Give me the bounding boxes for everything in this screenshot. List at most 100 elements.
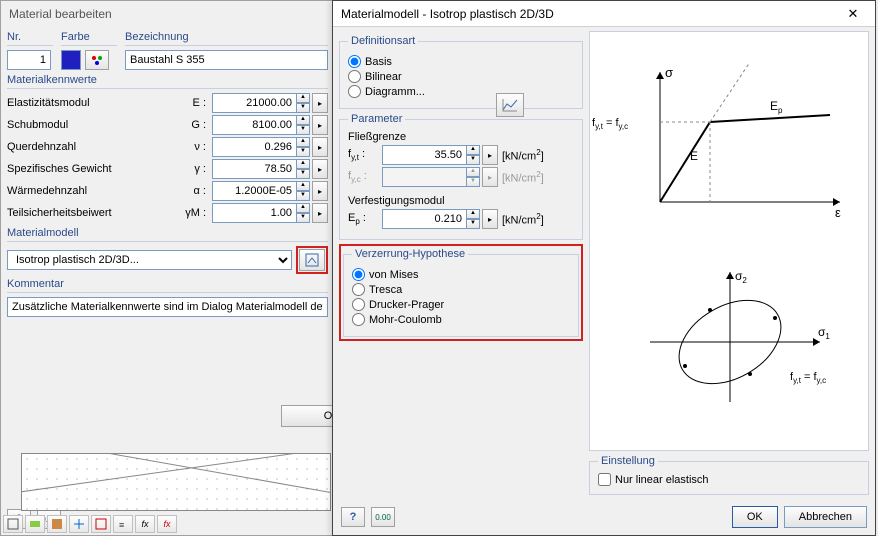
param-sym-2: ν : [182,141,212,153]
sigma2-label: σ2 [735,269,747,285]
close-button[interactable]: ✕ [839,4,867,24]
param-unit-2[interactable]: ▸ [312,137,328,157]
ep-input[interactable] [382,209,467,229]
param-up-2[interactable]: ▲ [296,137,310,147]
def-radio-input-0[interactable] [348,55,361,68]
param-up-3[interactable]: ▲ [296,159,310,169]
titlebar-right: Materialmodell - Isotrop plastisch 2D/3D… [333,1,875,27]
material-edit-window: Material bearbeiten Nr. Farbe Bezeichnun… [0,0,335,536]
kennwerte-heading: Materialkennwerte [7,74,328,89]
hyp-radio-0[interactable]: von Mises [352,268,570,281]
param-sym-1: G : [182,119,212,131]
param-down-2[interactable]: ▼ [296,147,310,157]
fyc-up: ▲ [466,167,480,177]
param-input-0[interactable] [212,93,297,113]
param-down-4[interactable]: ▼ [296,191,310,201]
hypothese-heading: Verzerrung-Hypothese [352,248,468,260]
param-up-0[interactable]: ▲ [296,93,310,103]
param-unit-4[interactable]: ▸ [312,181,328,201]
fyt-up[interactable]: ▲ [466,145,480,155]
param-down-0[interactable]: ▼ [296,103,310,113]
tool-3[interactable] [47,515,67,533]
fyt-input[interactable] [382,145,467,165]
hyp-radio-2[interactable]: Drucker-Prager [352,298,570,311]
tool-fx2[interactable]: fx [157,515,177,533]
cancel-button[interactable]: Abbrechen [784,506,867,528]
bezeichnung-label: Bezeichnung [125,31,328,46]
help-button-right[interactable]: ? [341,507,365,527]
param-unit-1[interactable]: ▸ [312,115,328,135]
hyp-radio-input-3[interactable] [352,313,365,326]
materialmodell-select[interactable]: Isotrop plastisch 2D/3D... [7,250,292,270]
ok-button[interactable]: OK [732,506,778,528]
nr-input[interactable] [7,50,51,70]
param-up-1[interactable]: ▲ [296,115,310,125]
def-radio-1[interactable]: Bilinear [348,70,574,83]
ep-label: Ep : [348,212,382,226]
fyt-down[interactable]: ▼ [466,155,480,165]
hyp-radio-input-0[interactable] [352,268,365,281]
ep-down[interactable]: ▼ [466,219,480,229]
color-picker-button[interactable] [85,50,109,70]
param-label-5: Teilsicherheitsbeiwert [7,207,182,219]
param-unit-0[interactable]: ▸ [312,93,328,113]
ep-up[interactable]: ▲ [466,209,480,219]
tool-1[interactable] [3,515,23,533]
param-down-5[interactable]: ▼ [296,213,310,223]
kommentar-input[interactable] [7,297,328,317]
param-input-4[interactable] [212,181,297,201]
fyt-unit-btn[interactable]: ▸ [482,145,498,165]
def-radio-input-2[interactable] [348,85,361,98]
def-radio-2[interactable]: Diagramm... [348,85,574,98]
material-model-window: Materialmodell - Isotrop plastisch 2D/3D… [332,0,876,536]
tool-4[interactable] [69,515,89,533]
definitionsart-heading: Definitionsart [348,35,418,47]
hyp-radio-input-1[interactable] [352,283,365,296]
param-label-1: Schubmodul [7,119,182,131]
hyp-radio-3[interactable]: Mohr-Coulomb [352,313,570,326]
color-swatch[interactable] [61,50,81,70]
bezeichnung-input[interactable] [125,50,328,70]
param-up-5[interactable]: ▲ [296,203,310,213]
ep-unit: [kN/cm2] [502,212,544,227]
parameter-group: Parameter Fließgrenze fy,t : ▲▼ ▸ [kN/cm… [339,113,583,240]
e-curve-label: E [690,149,698,163]
param-sym-3: γ : [182,163,212,175]
def-radio-0[interactable]: Basis [348,55,574,68]
param-input-3[interactable] [212,159,297,179]
param-unit-3[interactable]: ▸ [312,159,328,179]
param-input-5[interactable] [212,203,297,223]
ep-unit-btn[interactable]: ▸ [482,209,498,229]
ok-button-left[interactable]: O [281,405,335,427]
hyp-radio-input-2[interactable] [352,298,365,311]
units-button-right[interactable]: 0.00 [371,507,395,527]
def-radio-input-1[interactable] [348,70,361,83]
sigma-label: σ [665,65,673,80]
linear-elastic-checkbox[interactable] [598,473,611,486]
param-label-0: Elastizitätsmodul [7,97,182,109]
linear-elastic-check-row[interactable]: Nur linear elastisch [598,473,860,486]
param-input-2[interactable] [212,137,297,157]
param-label-4: Wärmedehnzahl [7,185,182,197]
bottom-tool-strip: ≡ fx fx [3,515,177,533]
param-unit-5[interactable]: ▸ [312,203,328,223]
fyc-down: ▼ [466,177,480,187]
hypothese-group: Verzerrung-Hypothese von Mises Tresca Druc… [343,248,579,337]
diagram-button[interactable] [496,93,524,117]
param-sym-4: α : [182,185,212,197]
param-up-4[interactable]: ▲ [296,181,310,191]
param-input-1[interactable] [212,115,297,135]
tool-2[interactable] [25,515,45,533]
tool-5[interactable] [91,515,111,533]
hyp-radio-1[interactable]: Tresca [352,283,570,296]
hypothesis-highlight: Verzerrung-Hypothese von Mises Tresca Druc… [339,244,583,341]
param-down-1[interactable]: ▼ [296,125,310,135]
tool-fx[interactable]: fx [135,515,155,533]
edit-model-button[interactable] [299,249,325,271]
fyc-unit: [kN/cm2] [502,170,544,185]
fliessgrenze-label: Fließgrenze [348,131,574,143]
param-down-3[interactable]: ▼ [296,169,310,179]
param-sym-5: γM : [182,207,212,219]
tool-6[interactable]: ≡ [113,515,133,533]
preview-area [21,453,331,511]
